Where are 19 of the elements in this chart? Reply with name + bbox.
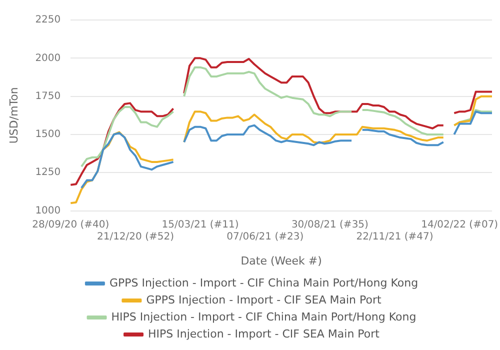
y-axis-title: USD/mTon (7, 87, 20, 144)
x-tick-label: 14/02/22 (#07) (421, 219, 498, 230)
legend-label: GPPS Injection - Import - CIF China Main Port/Hong Kong (109, 276, 418, 290)
y-tick-label: 1250 (35, 167, 61, 178)
x-axis-title: Date (Week #) (240, 254, 322, 268)
y-tick-label: 1500 (35, 129, 61, 140)
y-tick-label: 2250 (35, 14, 61, 26)
y-tick-label: 1000 (35, 205, 61, 216)
x-tick-label: 22/11/21 (#47) (356, 231, 434, 242)
x-tick-label: 21/12/20 (#52) (96, 231, 174, 242)
legend-label: HIPS Injection - Import - CIF SEA Main Port (148, 327, 380, 340)
x-tick-label: 15/03/21 (#11) (162, 219, 239, 230)
legend-label: GPPS Injection - Import - CIF SEA Main Port (146, 293, 382, 306)
y-tick-label: 2000 (35, 52, 61, 64)
x-tick-label: 28/09/20 (#40) (32, 219, 110, 230)
x-tick-label: 07/06/21 (#23) (226, 231, 304, 242)
x-tick-label: 30/08/21 (#35) (291, 219, 369, 230)
legend-label: HIPS Injection - Import - CIF China Main Port/Hong Kong (111, 310, 416, 324)
y-tick-label: 1750 (35, 90, 61, 102)
